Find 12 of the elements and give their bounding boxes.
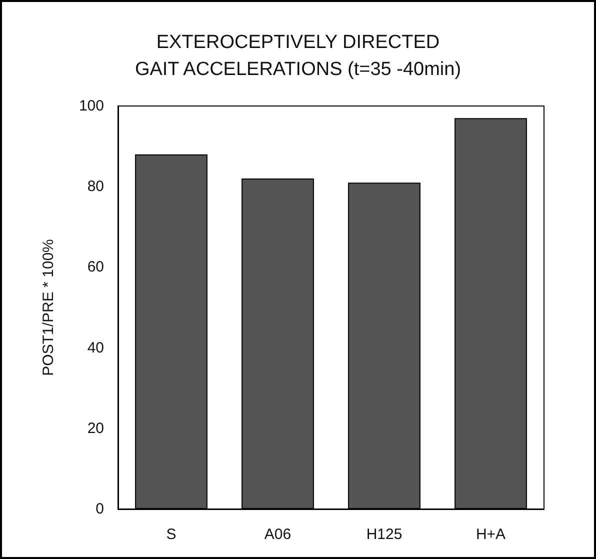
y-tick-label: 40 [87,339,104,356]
y-axis-title: POST1/PRE * 100% [40,239,57,376]
x-tick-label: A06 [264,526,292,543]
y-tick-label: 60 [87,258,104,276]
y-tick-label: 80 [87,178,104,196]
x-tick-label: S [166,526,176,543]
chart-title: EXTEROCEPTIVELY DIRECTED GAIT ACCELERATIONS (t=35 -40min) [134,32,462,80]
y-tick-label: 0 [96,500,104,518]
x-tick-label: H125 [366,526,402,543]
y-tick-label: 20 [87,420,104,437]
x-tick-label: H+A [476,526,506,543]
y-tick-label: 100 [78,98,104,114]
